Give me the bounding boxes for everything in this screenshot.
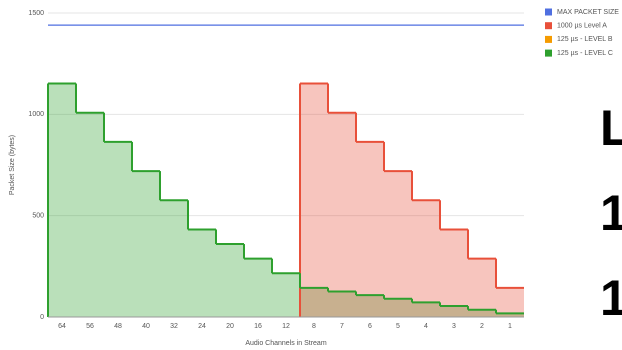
x-tick-label: 3 [452, 323, 456, 330]
x-axis-title: Audio Channels in Stream [245, 340, 326, 347]
x-tick-label: 56 [86, 323, 94, 330]
x-tick-label: 2 [480, 323, 484, 330]
area-step [216, 244, 244, 317]
area-step [440, 229, 468, 317]
legend-label: 1000 µs Level A [557, 23, 607, 30]
area-step [384, 298, 412, 317]
y-tick-label: 500 [32, 213, 44, 220]
x-tick-label: 24 [198, 323, 206, 330]
area-step [468, 258, 496, 317]
area-step [300, 287, 328, 317]
x-tick-label: 40 [142, 323, 150, 330]
area-step [300, 83, 328, 317]
side-text: 1 [600, 185, 622, 241]
x-tick-label: 6 [368, 323, 372, 330]
area-step [496, 287, 524, 317]
area-step [356, 295, 384, 317]
area-step [328, 291, 356, 317]
legend-swatch [545, 35, 552, 43]
y-tick-label: 1000 [28, 111, 44, 118]
x-tick-label: 48 [114, 323, 122, 330]
legend-label: 125 µs - LEVEL C [557, 50, 613, 57]
x-tick-label: 4 [424, 323, 428, 330]
area-step [132, 171, 160, 317]
legend-swatch [545, 22, 552, 30]
area-step [244, 258, 272, 317]
area-step [328, 112, 356, 317]
area-step [384, 171, 412, 317]
y-tick-label: 0 [40, 314, 44, 321]
x-tick-label: 7 [340, 323, 344, 330]
area-step [412, 302, 440, 317]
legend-label: MAX PACKET SIZE [557, 9, 619, 16]
area-step [104, 141, 132, 317]
y-axis-title: Packet Size (bytes) [9, 135, 16, 195]
area-step [496, 313, 524, 317]
area-step [468, 309, 496, 317]
x-tick-label: 1 [508, 323, 512, 330]
x-tick-label: 20 [226, 323, 234, 330]
area-step [160, 200, 188, 317]
area-step [440, 306, 468, 317]
side-text: L [600, 100, 622, 156]
legend-swatch [545, 8, 552, 16]
x-tick-label: 32 [170, 323, 178, 330]
x-tick-label: 16 [254, 323, 262, 330]
side-text: 1 [600, 270, 622, 326]
x-tick-label: 64 [58, 323, 66, 330]
area-step [48, 83, 76, 317]
y-tick-label: 1500 [28, 10, 44, 17]
area-step [188, 229, 216, 317]
x-tick-label: 5 [396, 323, 400, 330]
legend-label: 125 µs - LEVEL B [557, 36, 613, 43]
area-step [412, 200, 440, 317]
x-tick-label: 8 [312, 323, 316, 330]
legend-swatch [545, 49, 552, 57]
area-step [76, 112, 104, 317]
area-step [272, 273, 300, 317]
x-tick-label: 12 [282, 323, 290, 330]
area-step [356, 141, 384, 317]
